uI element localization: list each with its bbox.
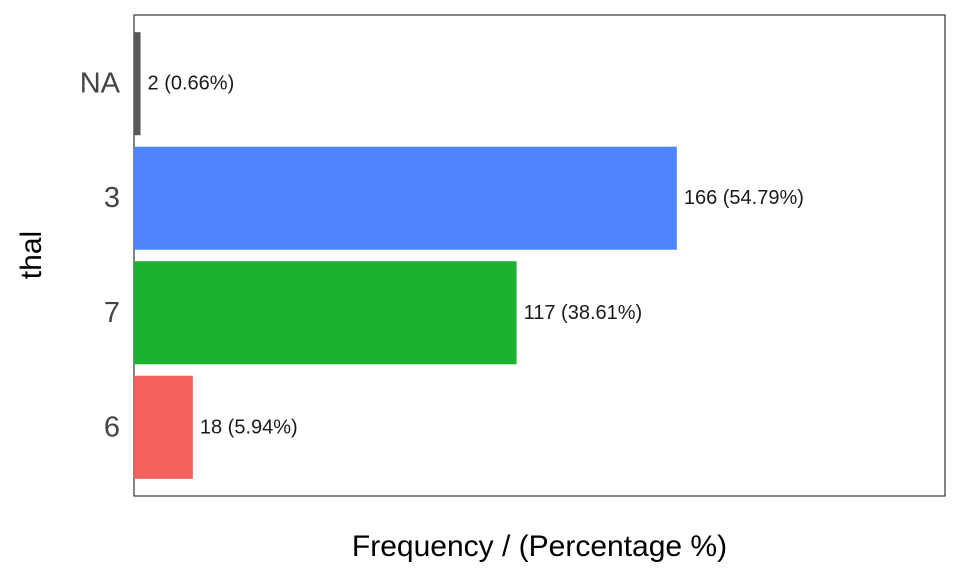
- data-label-7: 117 (38.61%): [524, 302, 643, 324]
- bar-6: [134, 375, 193, 479]
- x-axis-title: Frequency / (Percentage %): [352, 530, 727, 563]
- y-tick-label-7: 7: [104, 297, 120, 329]
- y-tick-label-6: 6: [104, 411, 120, 443]
- y-axis-title: thal: [15, 231, 48, 279]
- plot-panel: [133, 14, 946, 497]
- data-label-3: 166 (54.79%): [684, 187, 804, 209]
- bar-na: [134, 32, 141, 136]
- bars-group: [134, 32, 677, 479]
- data-label-na: 2 (0.66%): [148, 73, 235, 95]
- bar-3: [134, 146, 677, 250]
- data-labels-group: 2 (0.66%) 166 (54.79%) 117 (38.61%) 18 (5.9…: [148, 73, 804, 439]
- y-tick-label-3: 3: [104, 182, 120, 214]
- bar-7: [134, 261, 517, 365]
- data-label-6: 18 (5.94%): [200, 416, 298, 438]
- y-tick-label-na: NA: [80, 68, 121, 100]
- y-tick-labels: NA 3 7 6: [80, 68, 121, 444]
